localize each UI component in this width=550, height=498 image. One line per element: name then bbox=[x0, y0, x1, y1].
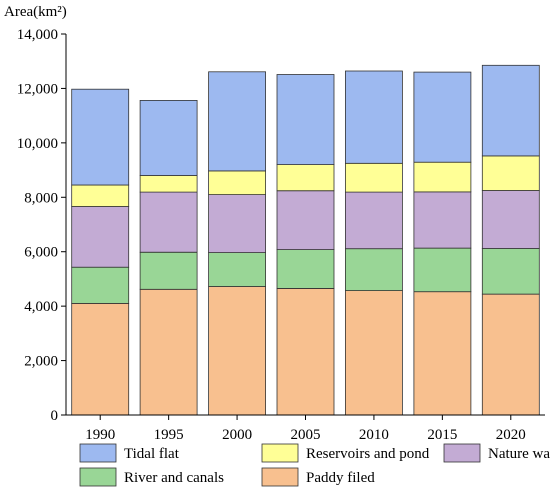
bar-tidal-flat-2000 bbox=[208, 71, 267, 172]
bar-paddy-filed-2005 bbox=[276, 288, 335, 416]
bar-tidal-flat-1995 bbox=[139, 100, 198, 176]
y-tick-label: 12,000 bbox=[17, 81, 58, 97]
y-tick-label: 6,000 bbox=[24, 245, 58, 261]
x-tick-label: 2020 bbox=[496, 427, 526, 443]
x-tick-label: 2005 bbox=[291, 427, 321, 443]
bar-nature-water-1990 bbox=[71, 206, 130, 268]
bar-reservoirs-and-pond-2005 bbox=[276, 164, 335, 192]
x-tick-label: 1990 bbox=[85, 427, 115, 443]
bar-nature-water-2010 bbox=[344, 191, 403, 250]
bar-nature-water-2020 bbox=[481, 190, 540, 249]
bar-paddy-filed-2020 bbox=[481, 293, 540, 416]
legend-label-reservoirs-and-pond: Reservoirs and pond bbox=[306, 446, 430, 462]
legend-label-paddy-filed: Paddy filed bbox=[306, 470, 375, 486]
y-tick-label: 10,000 bbox=[17, 136, 58, 152]
bar-river-and-canals-2020 bbox=[481, 247, 540, 295]
legend-label-river-and-canals: River and canals bbox=[124, 470, 224, 486]
y-tick-label: 4,000 bbox=[24, 299, 58, 315]
bar-river-and-canals-2015 bbox=[413, 247, 472, 293]
bar-nature-water-2005 bbox=[276, 190, 335, 251]
bar-paddy-filed-1995 bbox=[139, 288, 198, 416]
legend-swatch-reservoirs-and-pond bbox=[261, 443, 299, 463]
legend-swatch-nature-water bbox=[443, 443, 481, 463]
bar-paddy-filed-2015 bbox=[413, 291, 472, 416]
bar-tidal-flat-2020 bbox=[481, 64, 540, 157]
legend-swatch-tidal-flat bbox=[79, 443, 117, 463]
bar-river-and-canals-2005 bbox=[276, 249, 335, 289]
y-tick-label: 0 bbox=[51, 408, 59, 424]
x-tick-label: 2015 bbox=[427, 427, 457, 443]
x-tick-label: 1995 bbox=[154, 427, 184, 443]
bar-paddy-filed-1990 bbox=[71, 302, 130, 416]
bar-reservoirs-and-pond-2000 bbox=[208, 170, 267, 195]
axes-group: 0 2,000 4,000 6,000 8,000 10,000 12,000 14,000 1… bbox=[17, 27, 545, 443]
x-tick-label: 2000 bbox=[222, 427, 252, 443]
bar-river-and-canals-1990 bbox=[71, 266, 130, 304]
bar-reservoirs-and-pond-2020 bbox=[481, 155, 540, 191]
bar-tidal-flat-2015 bbox=[413, 71, 472, 163]
bar-tidal-flat-1990 bbox=[71, 88, 130, 186]
bar-river-and-canals-1995 bbox=[139, 251, 198, 290]
bar-reservoirs-and-pond-1990 bbox=[71, 184, 130, 207]
bar-tidal-flat-2010 bbox=[344, 70, 403, 164]
bar-nature-water-2000 bbox=[208, 194, 267, 254]
y-tick-label: 8,000 bbox=[24, 190, 58, 206]
bars-group bbox=[71, 64, 540, 416]
bar-nature-water-2015 bbox=[413, 191, 472, 249]
bar-reservoirs-and-pond-2015 bbox=[413, 161, 472, 193]
legend-label-nature-water: Nature water bbox=[488, 446, 550, 462]
bar-reservoirs-and-pond-2010 bbox=[344, 162, 403, 193]
legend-swatch-paddy-filed bbox=[261, 467, 299, 487]
legend-label-tidal-flat: Tidal flat bbox=[124, 446, 180, 462]
legend: Tidal flat Reservoirs and pond Nature wate… bbox=[79, 443, 550, 487]
y-tick-label: 14,000 bbox=[17, 27, 58, 43]
y-tick-label: 2,000 bbox=[24, 354, 58, 370]
bar-paddy-filed-2000 bbox=[208, 286, 267, 416]
bar-river-and-canals-2000 bbox=[208, 252, 267, 287]
bar-reservoirs-and-pond-1995 bbox=[139, 175, 198, 193]
bar-river-and-canals-2010 bbox=[344, 248, 403, 291]
bar-nature-water-1995 bbox=[139, 191, 198, 253]
bar-paddy-filed-2010 bbox=[344, 290, 403, 416]
bar-tidal-flat-2005 bbox=[276, 74, 335, 165]
y-axis-title: Area(km²) bbox=[4, 4, 67, 20]
x-tick-label: 2010 bbox=[359, 427, 389, 443]
legend-swatch-river-and-canals bbox=[79, 467, 117, 487]
